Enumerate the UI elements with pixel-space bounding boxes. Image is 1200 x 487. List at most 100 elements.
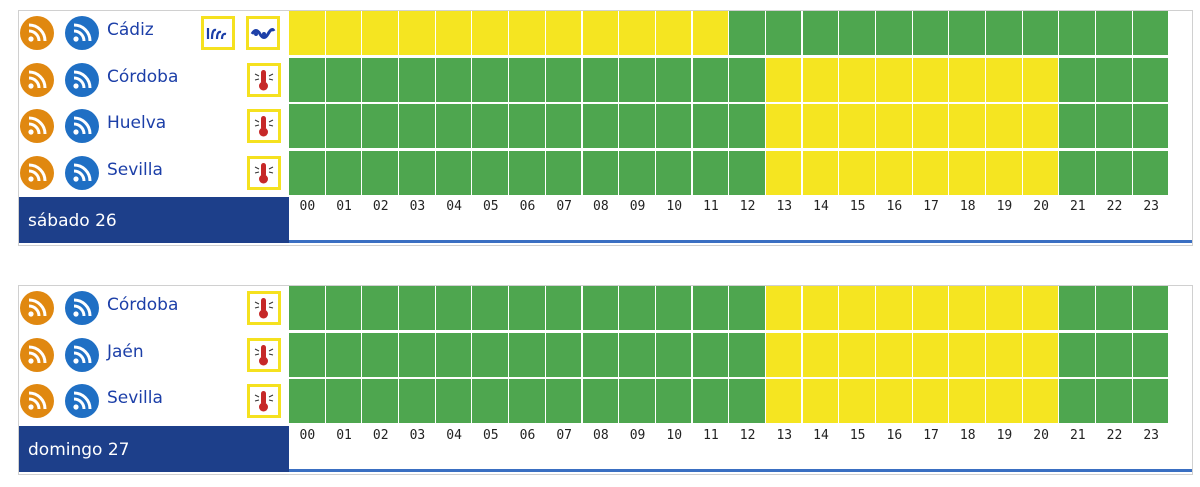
province-link[interactable]: Cádiz [107,20,154,40]
warning-cell-green [1059,286,1095,330]
warning-cell-green [655,150,692,195]
warning-cell-green [509,379,545,423]
warning-cell-yellow [765,57,802,102]
warning-cell-green [1096,150,1132,195]
province-link[interactable]: Córdoba [107,295,179,315]
warning-cell-green [435,104,472,148]
warning-cell-yellow [839,150,875,195]
hour-label: 04 [446,199,462,214]
warning-cell-green [729,104,765,148]
province-row: Córdoba [19,286,1192,332]
warning-cell-yellow [839,57,875,102]
hour-label: 11 [703,199,719,214]
coastal-wave-icon [201,16,235,50]
rss-feed-icon[interactable] [20,384,54,418]
warning-cell-green [582,57,618,102]
day-panel: Cádiz Córdoba Huelva Sevilla sábado 26 00 01 02… [18,10,1193,246]
warning-cell-green [435,379,472,423]
hour-grid [289,332,1170,379]
province-link[interactable]: Sevilla [107,388,163,408]
warning-cell-yellow [876,57,912,102]
warning-cell-green [399,150,435,195]
warning-cell-green [582,104,618,148]
warning-cell-green [1059,332,1095,377]
warning-cell-green [1132,150,1169,195]
rss-feed-icon[interactable] [65,62,99,97]
day-label: domingo 27 [28,439,130,460]
warning-cell-green [986,11,1022,55]
day-label-box: domingo 27 [19,425,289,472]
warning-cell-green [619,332,655,377]
warning-cell-yellow [802,379,839,423]
warning-cell-green [362,57,398,102]
warning-cell-yellow [435,11,472,55]
warning-cell-green [655,332,692,377]
warning-cell-green [949,11,985,55]
warning-cell-green [399,57,435,102]
province-link[interactable]: Sevilla [107,159,163,180]
warning-cell-green [472,104,508,148]
hour-label: 18 [959,199,976,214]
province-link[interactable]: Jaén [107,341,144,362]
warning-cell-yellow [765,150,802,195]
warning-cell-yellow [1022,379,1059,423]
warning-cell-yellow [765,379,802,423]
warning-cell-green [399,379,435,423]
warning-cell-green [399,332,435,377]
warning-cell-yellow [986,104,1022,148]
footer-underline [289,468,1192,472]
rss-feed-icon[interactable] [65,16,99,50]
warning-cell-green [582,379,618,423]
rss-feed-icon[interactable] [20,16,54,50]
warning-cell-yellow [949,57,985,102]
hour-label: 17 [923,199,939,214]
rss-feed-icon[interactable] [65,337,99,372]
warning-cell-yellow [399,11,435,55]
province-row: Huelva [19,104,1192,150]
rss-feed-icon[interactable] [65,384,99,418]
warning-cell-green [1059,379,1095,423]
warning-cell-green [729,11,765,55]
province-link[interactable]: Huelva [107,113,167,133]
warning-cell-yellow [839,379,875,423]
day-label-box: sábado 26 [19,197,289,243]
thermometer-icon [247,291,281,325]
warning-cell-green [1132,57,1169,102]
province-link[interactable]: Córdoba [107,66,179,87]
rss-feed-icon[interactable] [20,155,54,190]
day-panel: Córdoba Jaén Sevilla domingo 27 00 01 02 03 04 05… [18,285,1193,475]
hour-grid [289,150,1170,197]
thermometer-icon [247,384,281,418]
warning-cell-yellow [912,104,949,148]
hour-label: 13 [776,427,793,443]
warning-cell-yellow [876,379,912,423]
warning-cell-green [1096,11,1132,55]
warning-cell-yellow [839,332,875,377]
rss-feed-icon[interactable] [65,109,99,143]
hour-label: 08 [593,199,609,214]
warning-cell-green [435,57,472,102]
hour-label: 06 [519,199,536,214]
warning-cell-green [655,379,692,423]
hour-grid [289,57,1170,104]
rss-feed-icon[interactable] [20,291,54,325]
hour-label: 09 [629,199,646,214]
warning-cell-yellow [765,286,802,330]
warning-cell-green [545,150,582,195]
day-label: sábado 26 [28,211,117,231]
warning-cell-green [582,150,618,195]
rss-feed-icon[interactable] [65,291,99,325]
rss-feed-icon[interactable] [20,337,54,372]
rss-feed-icon[interactable] [20,109,54,143]
warning-cell-yellow [802,332,839,377]
rss-feed-icon[interactable] [20,62,54,97]
warning-cell-yellow [619,11,655,55]
province-row: Córdoba [19,57,1192,104]
warning-cell-yellow [1022,150,1059,195]
rss-feed-icon[interactable] [65,155,99,190]
warning-cell-yellow [545,11,582,55]
warning-cell-green [619,286,655,330]
warning-cell-yellow [802,57,839,102]
hour-label: 03 [409,427,426,443]
warning-cell-yellow [912,150,949,195]
